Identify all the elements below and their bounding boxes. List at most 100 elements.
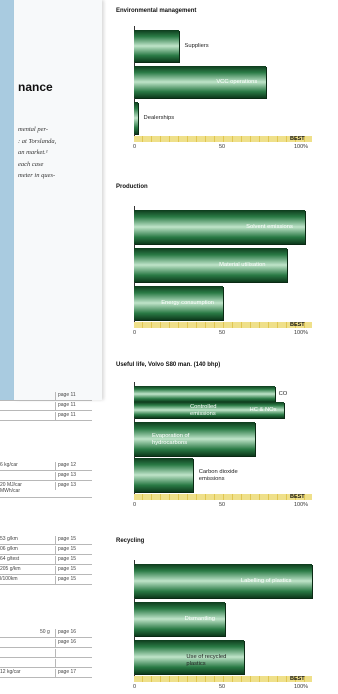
row-page: page 11 (55, 392, 76, 400)
chart-bar (134, 66, 266, 98)
row-page (55, 659, 58, 667)
best-label: BEST (290, 494, 305, 500)
paragraph-line: an market.¹ (18, 149, 48, 156)
chart-bar (134, 210, 305, 244)
table-row: page 16 (0, 638, 92, 648)
row-page (55, 649, 58, 657)
left-table-group-4: 50 g page 16 page 16 12 kg/car page 17 (0, 628, 92, 678)
best-label: BEST (290, 136, 305, 142)
chart-bar (134, 102, 138, 134)
best-label: BEST (290, 676, 305, 682)
row-value: 64 g/test (0, 556, 20, 562)
chart-bar (134, 248, 288, 282)
table-row (0, 648, 92, 658)
table-row: page 11 (0, 401, 92, 411)
scale-tick-label: 100% (294, 684, 309, 690)
row-value: 12 kg/car (0, 669, 21, 675)
best-label: BEST (290, 322, 305, 328)
table-row: 06 g/km page 15 (0, 545, 92, 555)
chart-title: Production (116, 184, 148, 190)
paragraph-line: : at Torslanda, (18, 137, 57, 145)
left-page-card (14, 0, 102, 400)
table-row: 20 MJ/car MWh/car page 13 (0, 481, 92, 498)
table-row: 50 g page 16 (0, 628, 92, 638)
bar-label: VCC operations (216, 79, 258, 85)
chart-bar (134, 602, 225, 636)
bar-label: Dealerships (143, 115, 175, 121)
table-row: 205 g/km page 15 (0, 565, 92, 575)
row-value: 53 g/km (0, 536, 18, 542)
table-row: 53 g/km page 15 (0, 535, 92, 545)
best-scale (134, 494, 312, 500)
chart-bar (134, 422, 256, 456)
row-value: 20 MJ/car MWh/car (0, 482, 22, 494)
bar-label: Energy consumption (161, 300, 215, 306)
row-value: 50 g (40, 629, 50, 635)
paragraph-line: meter in ques- (18, 172, 56, 179)
bar-label: Dismantling (184, 616, 215, 622)
row-page: page 16 (55, 629, 76, 637)
left-table-group-3: 53 g/km page 15 06 g/km page 15 64 g/test p… (0, 535, 92, 585)
table-row: 12 kg/car page 17 (0, 668, 92, 678)
chart-title: Useful life, Volvo S80 man. (140 bhp) (116, 362, 221, 368)
chart-title: Environmental management (116, 8, 197, 14)
row-page: page 15 (55, 536, 76, 544)
left-table-group-1: page 11 page 11 page 11 (0, 391, 92, 421)
bar-label: Suppliers (184, 43, 209, 49)
chart-bar (134, 564, 312, 598)
row-page: page 15 (55, 576, 76, 584)
table-row: l/100km page 15 (0, 575, 92, 585)
left-page-paragraph: mental per- : at Torslanda, an market.¹ … (18, 124, 102, 182)
scale-tick-label: 50 (219, 330, 226, 336)
row-page: page 11 (55, 412, 76, 420)
table-row (0, 658, 92, 668)
scale-tick-label: 100% (294, 330, 309, 336)
bar-label: Carbon dioxide emissions (198, 469, 238, 482)
best-scale (134, 322, 312, 328)
row-page: page 17 (55, 669, 76, 677)
row-page: page 12 (55, 462, 76, 470)
row-value: 06 g/km (0, 546, 18, 552)
bar-label: Material utilisation (219, 262, 266, 268)
table-row: page 13 (0, 471, 92, 481)
chart-bar (134, 458, 193, 492)
bar-label: CO (278, 391, 288, 397)
scale-tick-label: 100% (294, 502, 309, 508)
chart-bar (134, 30, 179, 62)
scale-tick-label: 0 (133, 144, 137, 150)
chart-bar (134, 640, 245, 674)
scale-tick-label: 0 (133, 684, 137, 690)
scale-tick-label: 50 (219, 684, 226, 690)
table-row: page 11 (0, 391, 92, 401)
row-page: page 16 (55, 639, 76, 647)
row-value: 205 g/km (0, 566, 21, 572)
scale-tick-label: 0 (133, 502, 137, 508)
scale-tick-label: 0 (133, 330, 137, 336)
bar-inner-label: Controlled emissions (190, 404, 217, 417)
row-value: l/100km (0, 576, 18, 582)
bar-label: HC & NOx (249, 407, 277, 413)
row-page: page 13 (55, 472, 76, 480)
chart-bar (134, 402, 284, 418)
table-row: 64 g/test page 15 (0, 555, 92, 565)
bar-label: Use of recycled plastics (186, 654, 227, 667)
paragraph-line: mental per- (18, 126, 49, 133)
scale-tick-label: 50 (219, 144, 226, 150)
bar-label: Evaporation of hydrocarbons (152, 433, 190, 446)
row-page: page 15 (55, 556, 76, 564)
best-scale (134, 136, 312, 142)
left-page-heading: nance (18, 80, 53, 94)
table-row: page 11 (0, 411, 92, 421)
row-page: page 15 (55, 566, 76, 574)
row-page: page 13 (55, 482, 76, 490)
table-row: 6 kg/car page 12 (0, 461, 92, 471)
bar-label: Solvent emissions (246, 224, 293, 230)
paragraph-line: each case (18, 160, 44, 168)
best-scale (134, 676, 312, 682)
scale-tick-label: 100% (294, 144, 309, 150)
chart-bar (134, 386, 275, 402)
row-value: 6 kg/car (0, 462, 18, 468)
blue-side-panel (0, 0, 14, 400)
chart-bar (134, 286, 223, 320)
